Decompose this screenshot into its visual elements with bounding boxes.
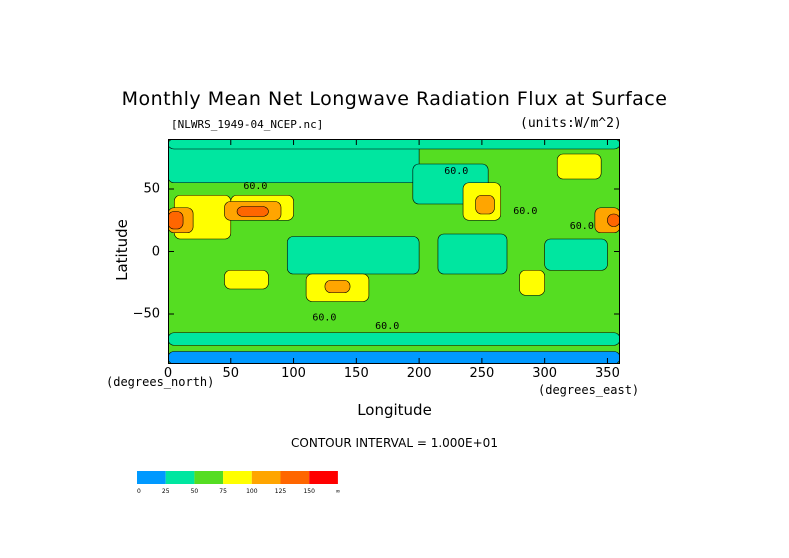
contour-region xyxy=(475,194,495,215)
colorbar-swatch xyxy=(280,471,310,484)
x-tick-label: 350 xyxy=(595,366,620,381)
contour-label: 60.0 xyxy=(513,206,537,217)
contour-region xyxy=(437,233,508,275)
contour-label: 60.0 xyxy=(444,166,468,177)
y-tick-label: 50 xyxy=(143,181,160,197)
colorbar-level-label: 50 xyxy=(191,488,199,495)
contour-label: 60.0 xyxy=(570,221,594,232)
x-tick-label: 150 xyxy=(343,366,369,381)
chart-title: Monthly Mean Net Longwave Radiation Flux… xyxy=(121,88,668,110)
colorbar-level-label: 25 xyxy=(162,488,170,495)
contour-label: 60.0 xyxy=(243,181,267,192)
colorbar-level-label: 100 xyxy=(246,488,258,495)
colorbar: 0 25 50 75 100 125 150 ∞ xyxy=(137,471,340,495)
x-tick-label: 300 xyxy=(532,366,558,381)
y-tick-label: −50 xyxy=(132,306,160,322)
contour-region xyxy=(236,206,269,217)
x-tick-label: 200 xyxy=(406,366,432,381)
contour-region xyxy=(168,139,620,150)
contour-region xyxy=(544,238,608,271)
colorbar-level-label: 0 xyxy=(137,488,141,495)
x-tick-label: 50 xyxy=(222,366,240,381)
colorbar-swatch xyxy=(309,471,338,484)
y-axis-label: Latitude xyxy=(113,219,131,281)
colorbar-level-label: 125 xyxy=(275,488,287,495)
units-label: (units:W/m^2) xyxy=(520,116,622,131)
y-tick-label: 0 xyxy=(151,244,160,259)
x-tick-label: 0 xyxy=(163,366,173,381)
contour-region xyxy=(168,351,620,364)
x-tick-label: 250 xyxy=(469,366,495,381)
contour-interval-text: CONTOUR INTERVAL = 1.000E+01 xyxy=(291,436,498,450)
contour-region xyxy=(168,332,620,346)
y-axis-unit: (degrees_north) xyxy=(106,375,215,389)
contour-region xyxy=(286,236,420,275)
colorbar-swatch xyxy=(165,471,195,484)
x-axis-label: Longitude xyxy=(357,401,432,419)
contour-region xyxy=(519,269,545,296)
contour-region xyxy=(556,153,602,180)
contour-label: 60.0 xyxy=(375,321,399,332)
plot-area: 60.0 60.0 60.0 60.0 60.0 60.0 xyxy=(168,139,620,364)
colorbar-swatch xyxy=(223,471,252,484)
colorbar-swatch xyxy=(194,471,224,484)
colorbar-swatch xyxy=(251,471,281,484)
colorbar-level-label: ∞ xyxy=(335,488,340,495)
contour-region xyxy=(224,269,269,290)
x-axis-unit: (degrees_east) xyxy=(538,383,640,397)
contour-region xyxy=(168,211,184,230)
contour-label: 60.0 xyxy=(312,312,336,323)
contour-region xyxy=(324,279,351,294)
x-tick-label: 100 xyxy=(281,366,306,381)
colorbar-swatch xyxy=(137,471,166,484)
contour-region xyxy=(607,213,620,227)
dataset-label: [NLWRS_1949-04_NCEP.nc] xyxy=(171,118,324,131)
colorbar-level-label: 75 xyxy=(219,488,227,495)
colorbar-level-label: 150 xyxy=(303,488,315,495)
